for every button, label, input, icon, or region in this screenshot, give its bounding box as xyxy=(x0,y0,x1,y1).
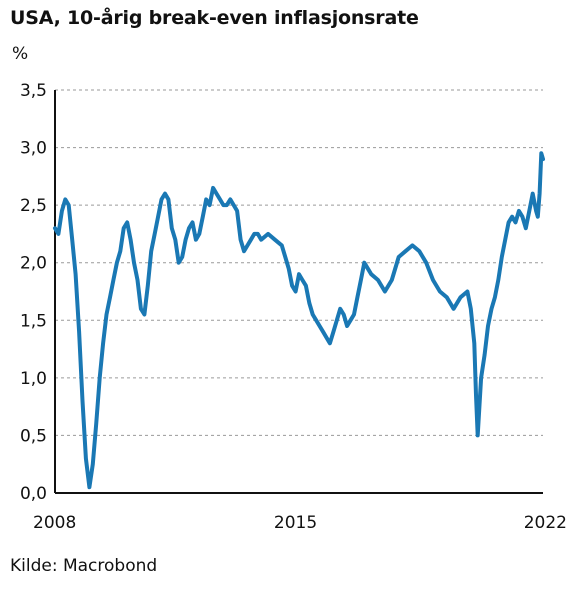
x-tick-label: 2015 xyxy=(274,513,317,533)
gridlines xyxy=(55,89,543,436)
source-note: Kilde: Macrobond xyxy=(10,556,158,576)
y-tick-label: 2,0 xyxy=(20,254,47,274)
x-tick-labels: 2008 2015 2022 xyxy=(33,513,567,533)
axes xyxy=(54,90,543,494)
x-tick-label: 2022 xyxy=(524,513,567,533)
x-tick-label: 2008 xyxy=(33,513,76,533)
y-tick-label: 0,5 xyxy=(20,426,47,446)
series-line-0 xyxy=(53,151,545,490)
y-tick-label: 3,0 xyxy=(20,139,47,159)
y-tick-label: 2,5 xyxy=(20,196,47,216)
y-tick-label: 1,5 xyxy=(20,311,47,331)
y-tick-label: 3,5 xyxy=(20,81,47,101)
y-unit-label: % xyxy=(12,44,29,64)
y-tick-label: 1,0 xyxy=(20,369,47,389)
y-tick-labels: 0,0 0,5 1,0 1,5 2,0 2,5 3,0 3,5 xyxy=(20,81,47,504)
y-tick-label: 0,0 xyxy=(20,484,47,504)
chart-title: USA, 10-årig break-even inflasjonsrate xyxy=(10,7,419,29)
series-lines xyxy=(53,151,545,490)
